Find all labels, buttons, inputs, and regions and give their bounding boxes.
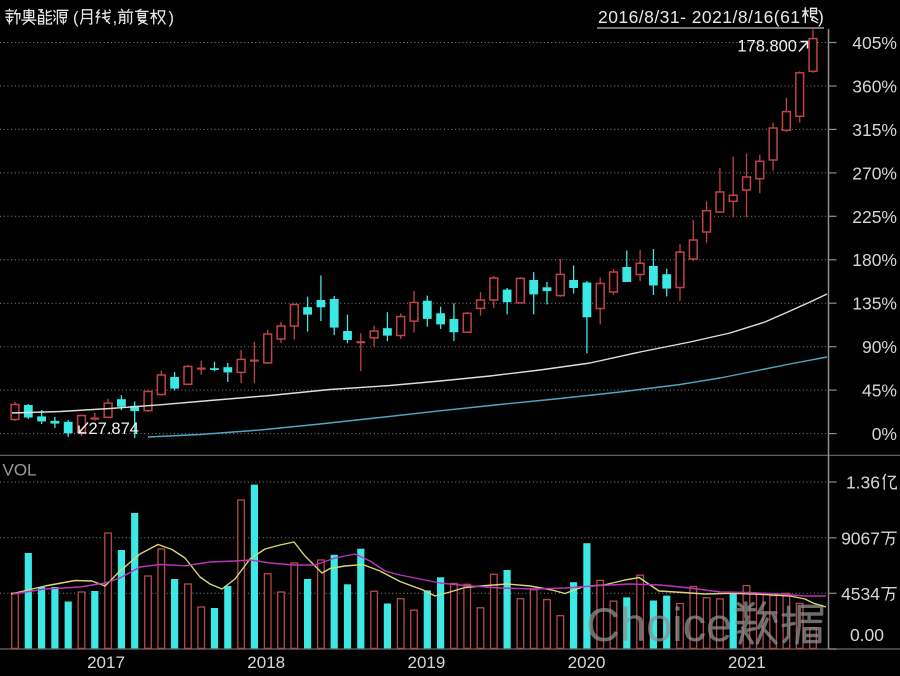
svg-text:180%: 180% — [852, 250, 897, 270]
svg-text:): ) — [169, 9, 175, 27]
svg-text:2017: 2017 — [87, 653, 125, 672]
svg-text:178.800: 178.800 — [737, 38, 797, 56]
svg-text:VOL: VOL — [3, 461, 37, 480]
svg-text:405%: 405% — [852, 33, 897, 53]
svg-text:360%: 360% — [852, 77, 897, 97]
svg-text:9067: 9067 — [841, 528, 880, 548]
svg-text:0.00: 0.00 — [850, 625, 884, 645]
svg-text:Choice: Choice — [586, 598, 732, 651]
svg-text:225%: 225% — [852, 207, 897, 227]
svg-text:,: , — [113, 9, 118, 27]
svg-text:2021: 2021 — [728, 653, 766, 672]
svg-text:4534: 4534 — [841, 584, 880, 604]
svg-text:135%: 135% — [852, 294, 897, 314]
svg-text:0%: 0% — [872, 424, 897, 444]
svg-text:315%: 315% — [852, 120, 897, 140]
svg-text:270%: 270% — [852, 163, 897, 183]
svg-text:2020: 2020 — [568, 653, 606, 672]
svg-text:1.36: 1.36 — [846, 473, 880, 493]
svg-text:45%: 45% — [862, 381, 897, 401]
svg-text:27.874: 27.874 — [89, 420, 139, 438]
svg-text:): ) — [818, 7, 824, 27]
svg-text:2019: 2019 — [407, 653, 445, 672]
svg-text:90%: 90% — [862, 337, 897, 357]
svg-text:2018: 2018 — [247, 653, 285, 672]
svg-text:(: ( — [73, 9, 79, 27]
svg-text:2016/8/31- 2021/8/16(61: 2016/8/31- 2021/8/16(61 — [598, 7, 800, 27]
